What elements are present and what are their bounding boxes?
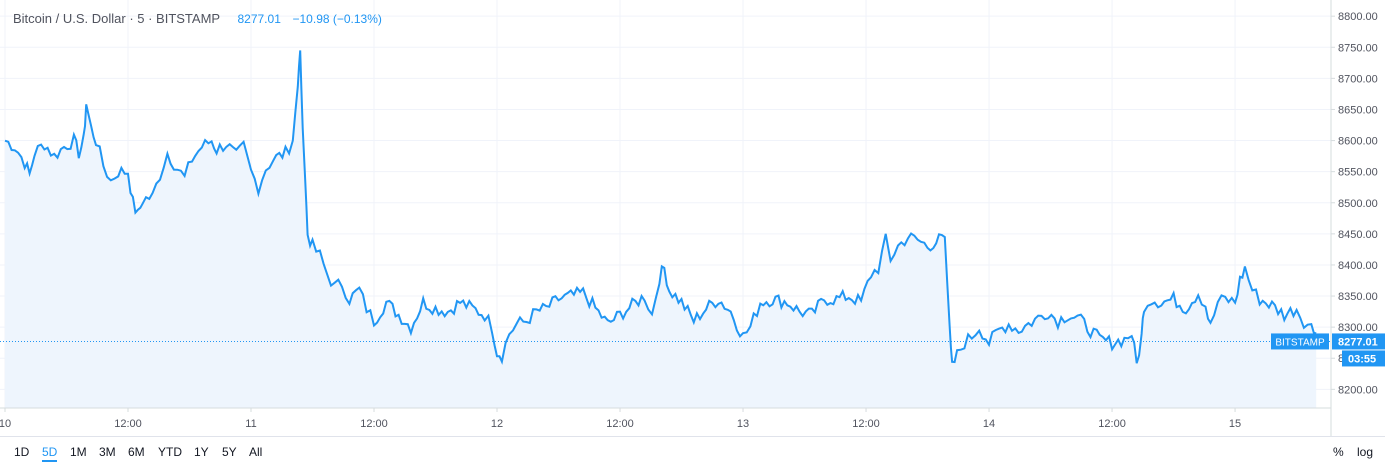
log-scale-toggle[interactable]: log (1357, 445, 1374, 459)
price-tick-label: 8750.00 (1338, 42, 1378, 54)
percent-scale-toggle[interactable]: % (1333, 445, 1344, 459)
last-price-tag-bg (1332, 333, 1385, 350)
price-tick-label: 8400.00 (1338, 260, 1378, 272)
time-tick-label: 11 (245, 418, 256, 430)
time-tick-label: 12:00 (1098, 418, 1126, 430)
range-button-ytd[interactable]: YTD (158, 445, 182, 459)
price-tick-label: 8300.00 (1338, 322, 1378, 334)
range-button-all[interactable]: All (249, 445, 263, 459)
range-button-5d[interactable]: 5D (42, 445, 58, 462)
price-tick-label: 8500.00 (1338, 198, 1378, 210)
price-change: −10.98 (−0.13%) (292, 12, 382, 26)
time-tick-label: 10 (0, 418, 11, 430)
price-tick-label: 8350.00 (1338, 291, 1378, 303)
last-price-tag: 8277.01 (1338, 336, 1378, 348)
time-tick-label: 15 (1229, 418, 1241, 430)
price-area-fill (5, 50, 1317, 409)
price-tick-label: 8650.00 (1338, 104, 1378, 116)
time-tick-label: 12:00 (852, 418, 880, 430)
countdown-tag-bg (1342, 350, 1385, 367)
exchange-tag: BITSTAMP (1275, 337, 1325, 348)
price-tick-label: 8600.00 (1338, 136, 1378, 148)
range-button-5y[interactable]: 5Y (222, 445, 237, 459)
price-chart[interactable]: 8200.008250.008300.008350.008400.008450.… (0, 0, 1385, 436)
range-button-1d[interactable]: 1D (14, 445, 30, 459)
time-tick-label: 12:00 (606, 418, 634, 430)
time-tick-label: 13 (737, 418, 749, 430)
price-tick-label: 8200.00 (1338, 384, 1378, 396)
price-tick-label: 8550.00 (1338, 167, 1378, 179)
time-axis[interactable]: 10 12:00 11 12:00 12 12:00 13 12:00 14 12:00 15 (0, 407, 1331, 430)
time-tick-label: 12 (491, 418, 503, 430)
price-tag: BITSTAMP 8277.01 03:55 (1271, 333, 1385, 367)
price-tick-label: 8450.00 (1338, 229, 1378, 241)
last-price: 8277.01 (237, 12, 281, 26)
time-tick-label: 12:00 (360, 418, 388, 430)
price-tick-label: 8800.00 (1338, 11, 1378, 23)
range-button-1y[interactable]: 1Y (194, 445, 209, 459)
price-tick-label: 8700.00 (1338, 73, 1378, 85)
time-tick-label: 14 (983, 418, 995, 430)
time-tick-label: 12:00 (114, 418, 142, 430)
exchange-tag-bg (1271, 333, 1329, 350)
range-button-6m[interactable]: 6M (128, 445, 145, 459)
range-button-3m[interactable]: 3M (99, 445, 116, 459)
range-toolbar: 1D 5D 1M 3M 6M YTD 1Y 5Y All % log (0, 436, 1385, 467)
range-button-1m[interactable]: 1M (70, 445, 87, 459)
countdown-tag: 03:55 (1348, 353, 1376, 365)
symbol-title[interactable]: Bitcoin / U.S. Dollar · 5 · BITSTAMP (13, 11, 220, 26)
chart-legend: Bitcoin / U.S. Dollar · 5 · BITSTAMP 827… (13, 11, 382, 26)
price-line (4, 50, 1317, 365)
